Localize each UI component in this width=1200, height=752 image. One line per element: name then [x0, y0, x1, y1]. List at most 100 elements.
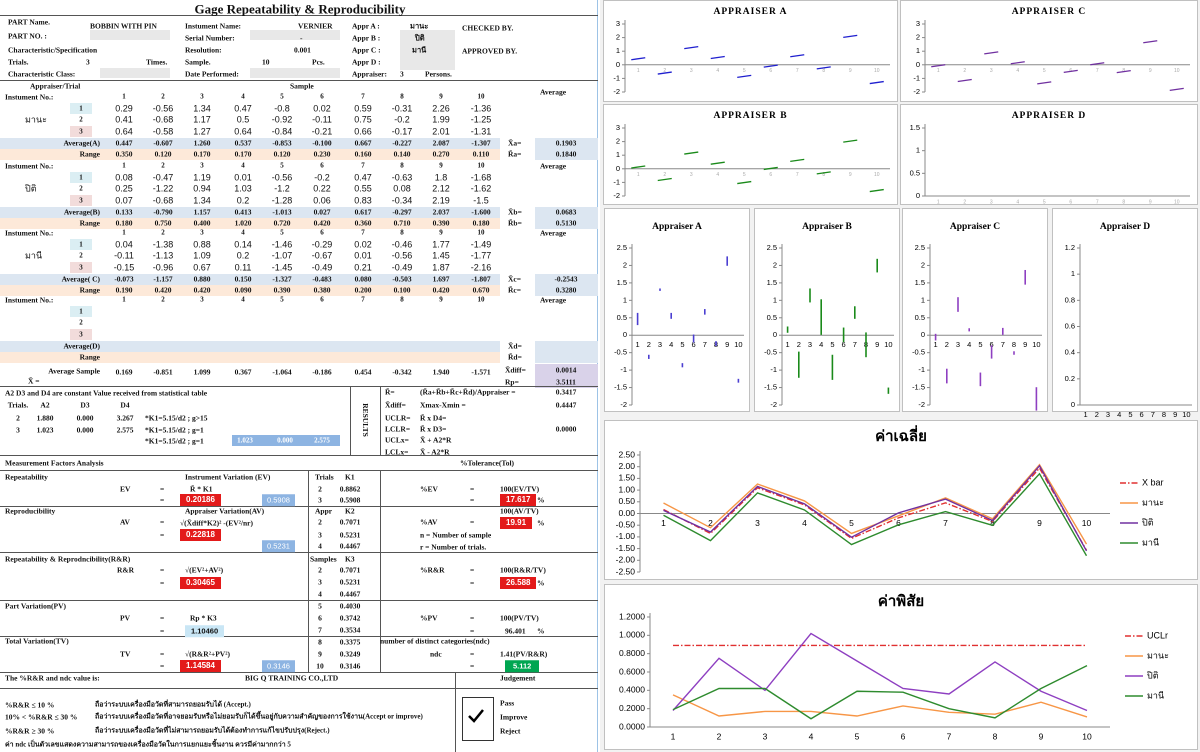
y-tick-label: 2.5 [617, 243, 627, 252]
formula: X̄ - A2*R [420, 447, 450, 457]
measurement: 0.22 [313, 183, 331, 194]
data-dash [790, 158, 805, 163]
measurement: -0.56 [391, 250, 413, 261]
formula-label: UCLR= [385, 413, 411, 423]
y-tick-label: 0.2000 [619, 703, 645, 713]
table-head: Average [540, 87, 567, 97]
legend-label: มานะ [1147, 650, 1169, 660]
k-value: 0.3534 [339, 625, 361, 635]
ndc: ndc [430, 649, 442, 659]
measurement: -2.16 [470, 262, 492, 273]
measurement: -0.2 [314, 172, 330, 183]
y-tick-label: 0 [916, 191, 920, 200]
trial-number: 3 [79, 263, 83, 272]
measurement: -1.45 [271, 262, 293, 273]
average-value: -0.790 [153, 207, 173, 217]
criteria-text: ถือว่าระบบเครื่องมือวัดที่อาจยอมรับหรือไ… [95, 712, 423, 721]
measurement: 0.11 [234, 262, 252, 273]
x-tick-label: 3 [690, 172, 693, 178]
data-dash [816, 66, 831, 70]
stat-label: R̄d= [508, 352, 522, 362]
tv-title: Total Variation(TV) [5, 636, 69, 646]
rr-formula: √(EV²+AV²) [185, 565, 224, 575]
cell-shade [0, 285, 500, 296]
average-sample: -0.851 [153, 367, 173, 377]
k-index: 4 [318, 589, 322, 599]
x-tick-label: 6 [896, 518, 901, 528]
chart-title: APPRAISER A [713, 7, 787, 17]
row-label: Range [79, 218, 100, 228]
data-dash [816, 171, 831, 175]
average-sample: -0.186 [312, 367, 332, 377]
measurement: 0.06 [313, 195, 331, 206]
const-value: 1.023 [237, 436, 253, 445]
measurement: -0.46 [391, 239, 413, 250]
range-value: 0.120 [273, 149, 291, 159]
average-value: -1.327 [272, 274, 292, 284]
chart-frame [1052, 208, 1198, 412]
row-label: Average( C) [61, 274, 100, 284]
info-appr-a: มานะ [410, 21, 429, 31]
chart-frame [604, 208, 750, 412]
y-tick-label: 0 [623, 330, 627, 339]
cell-shade [100, 68, 170, 78]
stat-value: 0.1903 [555, 138, 577, 148]
cell-shade [232, 435, 340, 446]
legend-label: ปิติ [1142, 517, 1154, 527]
x-tick-label: 1 [636, 340, 640, 349]
data-dash [931, 64, 946, 68]
tv: TV [120, 649, 131, 659]
cell-shade [535, 149, 598, 160]
stat-value: 0.0014 [555, 365, 577, 375]
pv-value: 1.10460 [185, 625, 225, 637]
measurement: -1.46 [271, 239, 293, 250]
x-tick-label: 5 [680, 340, 684, 349]
y-tick-label: 0 [616, 164, 620, 173]
range-value: 0.230 [313, 149, 331, 159]
average-value: -0.100 [312, 138, 332, 148]
av: AV [120, 517, 130, 527]
equals: = [160, 484, 165, 494]
x-tick-label: 3 [763, 731, 768, 741]
data-dash [790, 54, 805, 58]
data-dash [957, 78, 972, 83]
k1-note: *K1=5.15/d2 ; g>15 [145, 413, 208, 423]
formula-label: R̄= [385, 387, 395, 397]
range-value: 0.120 [154, 149, 172, 159]
average-value: 2.087 [432, 138, 450, 148]
y-tick-label: -1 [770, 365, 777, 374]
k-value: 0.4467 [339, 589, 361, 599]
y-tick-label: 1 [773, 295, 777, 304]
sample-number: 8 [400, 228, 404, 237]
criteria-range: %R&R ≤ 10 % [5, 700, 55, 710]
y-tick-label: 0 [921, 330, 925, 339]
sheet-title: Gage Repeatability & Reproducibility [194, 1, 406, 17]
chart-frame [603, 104, 898, 205]
pct-ev-value: 17.617 [500, 494, 537, 506]
y-tick-label: 2 [916, 33, 920, 42]
chart-title: APPRAISER B [713, 111, 787, 121]
equals: = [470, 626, 475, 636]
x-tick-label: 9 [1173, 410, 1177, 419]
y-tick-label: 3 [616, 123, 620, 132]
formula-label: UCLx= [385, 435, 409, 445]
const-value: 3.267 [116, 413, 134, 423]
measurement: -1.38 [152, 239, 174, 250]
trial-number: 2 [79, 115, 83, 124]
info-serial-label: Serial Number: [185, 33, 235, 43]
info-appr-c-label: Appr C : [352, 45, 381, 55]
data-line [663, 472, 1088, 557]
y-tick-label: 1.50 [618, 473, 635, 483]
k-index: 5 [318, 601, 322, 611]
info-serial: - [300, 33, 303, 43]
sample-number: 7 [361, 161, 365, 170]
y-tick-label: 0 [916, 60, 920, 69]
x-tick-label: 2 [663, 68, 666, 74]
measurement: -1.77 [470, 250, 492, 261]
legend-label: ปิติ [1147, 670, 1159, 680]
row-label: Range [79, 149, 100, 159]
note: A2 D3 and D4 are constant Value received… [5, 388, 208, 398]
row-label: Average(D) [63, 341, 100, 351]
measurement: -1.22 [152, 183, 174, 194]
measurement: 0.5 [236, 114, 250, 125]
